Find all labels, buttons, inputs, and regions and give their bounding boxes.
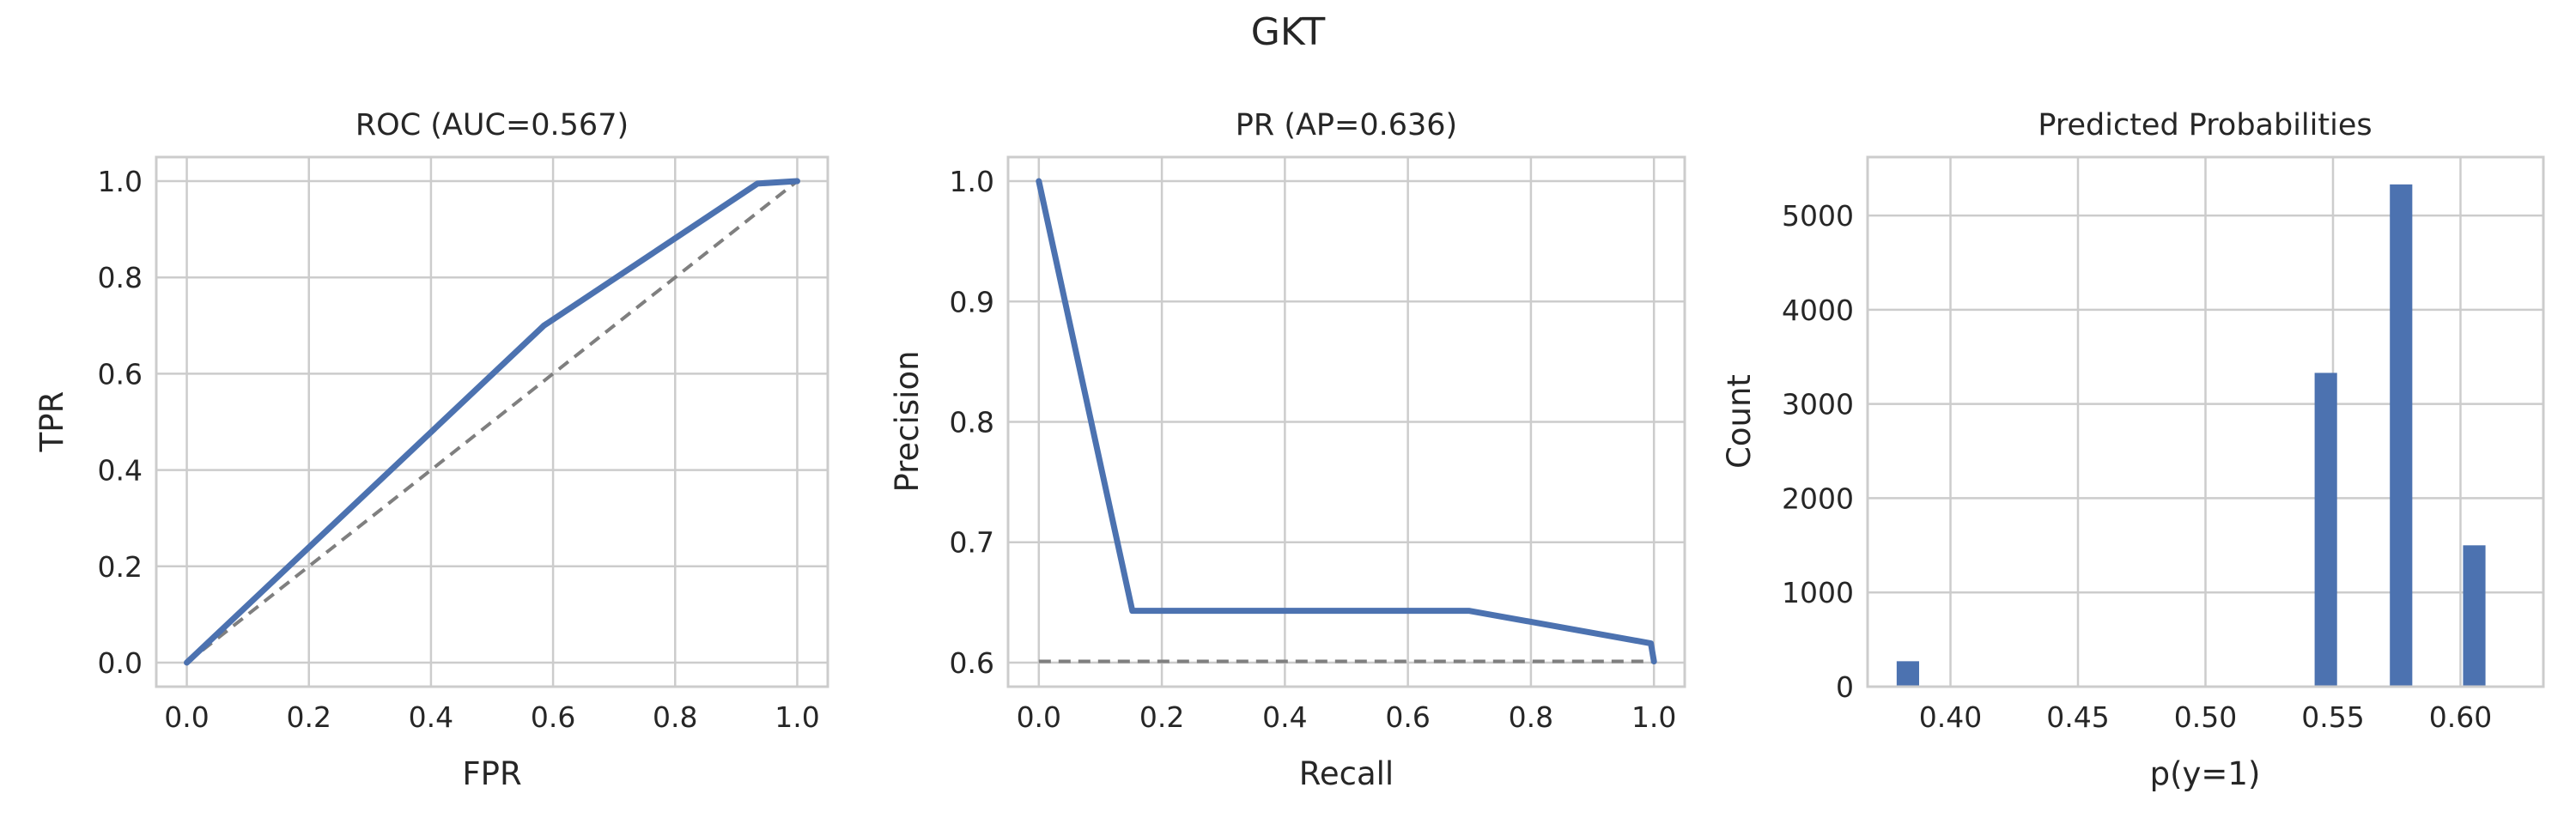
roc-x-tick-label: 0.2: [286, 700, 331, 734]
pr-x-tick-label: 0.6: [1385, 700, 1430, 734]
histogram-y-tick-label: 5000: [1782, 199, 1854, 233]
pr-y-tick-label: 1.0: [950, 165, 994, 198]
histogram-x-tick-label: 0.40: [1919, 700, 1982, 734]
pr-x-label: Recall: [1299, 755, 1394, 792]
histogram-x-label: p(y=1): [2150, 755, 2261, 792]
pr-grid: [1008, 157, 1685, 687]
roc-y-tick-label: 0.8: [98, 261, 143, 294]
roc-y-label: TPR: [33, 391, 70, 453]
histogram-y-label: Count: [1721, 374, 1758, 469]
histogram-y-tick-label: 2000: [1782, 482, 1854, 515]
roc-x-tick-label: 0.6: [531, 700, 575, 734]
histogram-plot: [1896, 184, 2486, 687]
histogram-ticks: 0.40 0.45 0.50 0.55 0.60 0 1000 2000 3000 4000 500…: [1782, 199, 2492, 734]
roc-curve: [184, 178, 800, 666]
histogram-y-tick-label: 4000: [1782, 294, 1854, 327]
roc-y-tick-label: 0.0: [98, 646, 143, 680]
pr-y-tick-label: 0.8: [950, 406, 994, 439]
histogram-bar: [2314, 373, 2337, 687]
roc-x-tick-label: 0.8: [653, 700, 697, 734]
roc-x-tick-label: 0.0: [164, 700, 209, 734]
roc-title: ROC (AUC=0.567): [355, 108, 629, 142]
histogram-x-tick-label: 0.55: [2301, 700, 2364, 734]
roc-ticks: 0.0 0.2 0.4 0.6 0.8 1.0 0.0 0.2 0.4 0.6 0.8 1.0: [98, 165, 820, 734]
pr-y-label: Precision: [889, 350, 926, 492]
roc-grid: [156, 157, 828, 687]
pr-y-tick-label: 0.7: [950, 526, 994, 560]
histogram-x-tick-label: 0.60: [2429, 700, 2492, 734]
histogram-panel: 0.40 0.45 0.50 0.55 0.60 0 1000 2000 3000 4000 500…: [1721, 108, 2545, 792]
pr-axes-frame: [1006, 155, 1686, 688]
roc-reference-line: [185, 179, 799, 664]
pr-x-tick-label: 0.2: [1139, 700, 1184, 734]
histogram-grid: [1868, 157, 2543, 688]
pr-y-tick-label: 0.6: [950, 646, 994, 680]
histogram-x-tick-label: 0.50: [2174, 700, 2237, 734]
histogram-y-tick-label: 0: [1836, 670, 1854, 704]
roc-y-tick-label: 0.6: [98, 357, 143, 391]
histogram-axes-frame: [1866, 155, 2545, 688]
histogram-y-tick-label: 3000: [1782, 388, 1854, 421]
roc-panel: 0.0 0.2 0.4 0.6 0.8 1.0 0.0 0.2 0.4 0.6 0.8 1.0 ROC…: [33, 108, 829, 792]
pr-x-tick-label: 1.0: [1631, 700, 1676, 734]
roc-y-tick-label: 1.0: [98, 165, 143, 198]
figure-title: GKT: [1251, 10, 1326, 54]
roc-y-tick-label: 0.2: [98, 550, 143, 584]
pr-curve: [1036, 178, 1657, 665]
roc-plot: [184, 178, 800, 666]
histogram-bar: [2390, 184, 2413, 687]
pr-x-tick-label: 0.8: [1509, 700, 1553, 734]
roc-axes-frame: [155, 155, 829, 688]
histogram-x-tick-label: 0.45: [2046, 700, 2109, 734]
pr-title: PR (AP=0.636): [1236, 108, 1457, 142]
pr-ticks: 0.0 0.2 0.4 0.6 0.8 1.0 0.6 0.7 0.8 0.9 1.0: [950, 165, 1677, 734]
histogram-title: Predicted Probabilities: [2038, 108, 2372, 142]
roc-x-label: FPR: [462, 755, 521, 792]
histogram-bar: [1896, 661, 1919, 687]
pr-panel: 0.0 0.2 0.4 0.6 0.8 1.0 0.6 0.7 0.8 0.9 1.0 PR (AP…: [889, 108, 1686, 792]
histogram-y-tick-label: 1000: [1782, 576, 1854, 609]
histogram-bar: [2463, 545, 2486, 687]
roc-x-tick-label: 1.0: [775, 700, 819, 734]
pr-y-tick-label: 0.9: [950, 285, 994, 318]
roc-x-tick-label: 0.4: [409, 700, 453, 734]
roc-y-tick-label: 0.4: [98, 454, 143, 488]
pr-x-tick-label: 0.4: [1262, 700, 1307, 734]
pr-plot: [1036, 178, 1657, 665]
pr-x-tick-label: 0.0: [1017, 700, 1061, 734]
